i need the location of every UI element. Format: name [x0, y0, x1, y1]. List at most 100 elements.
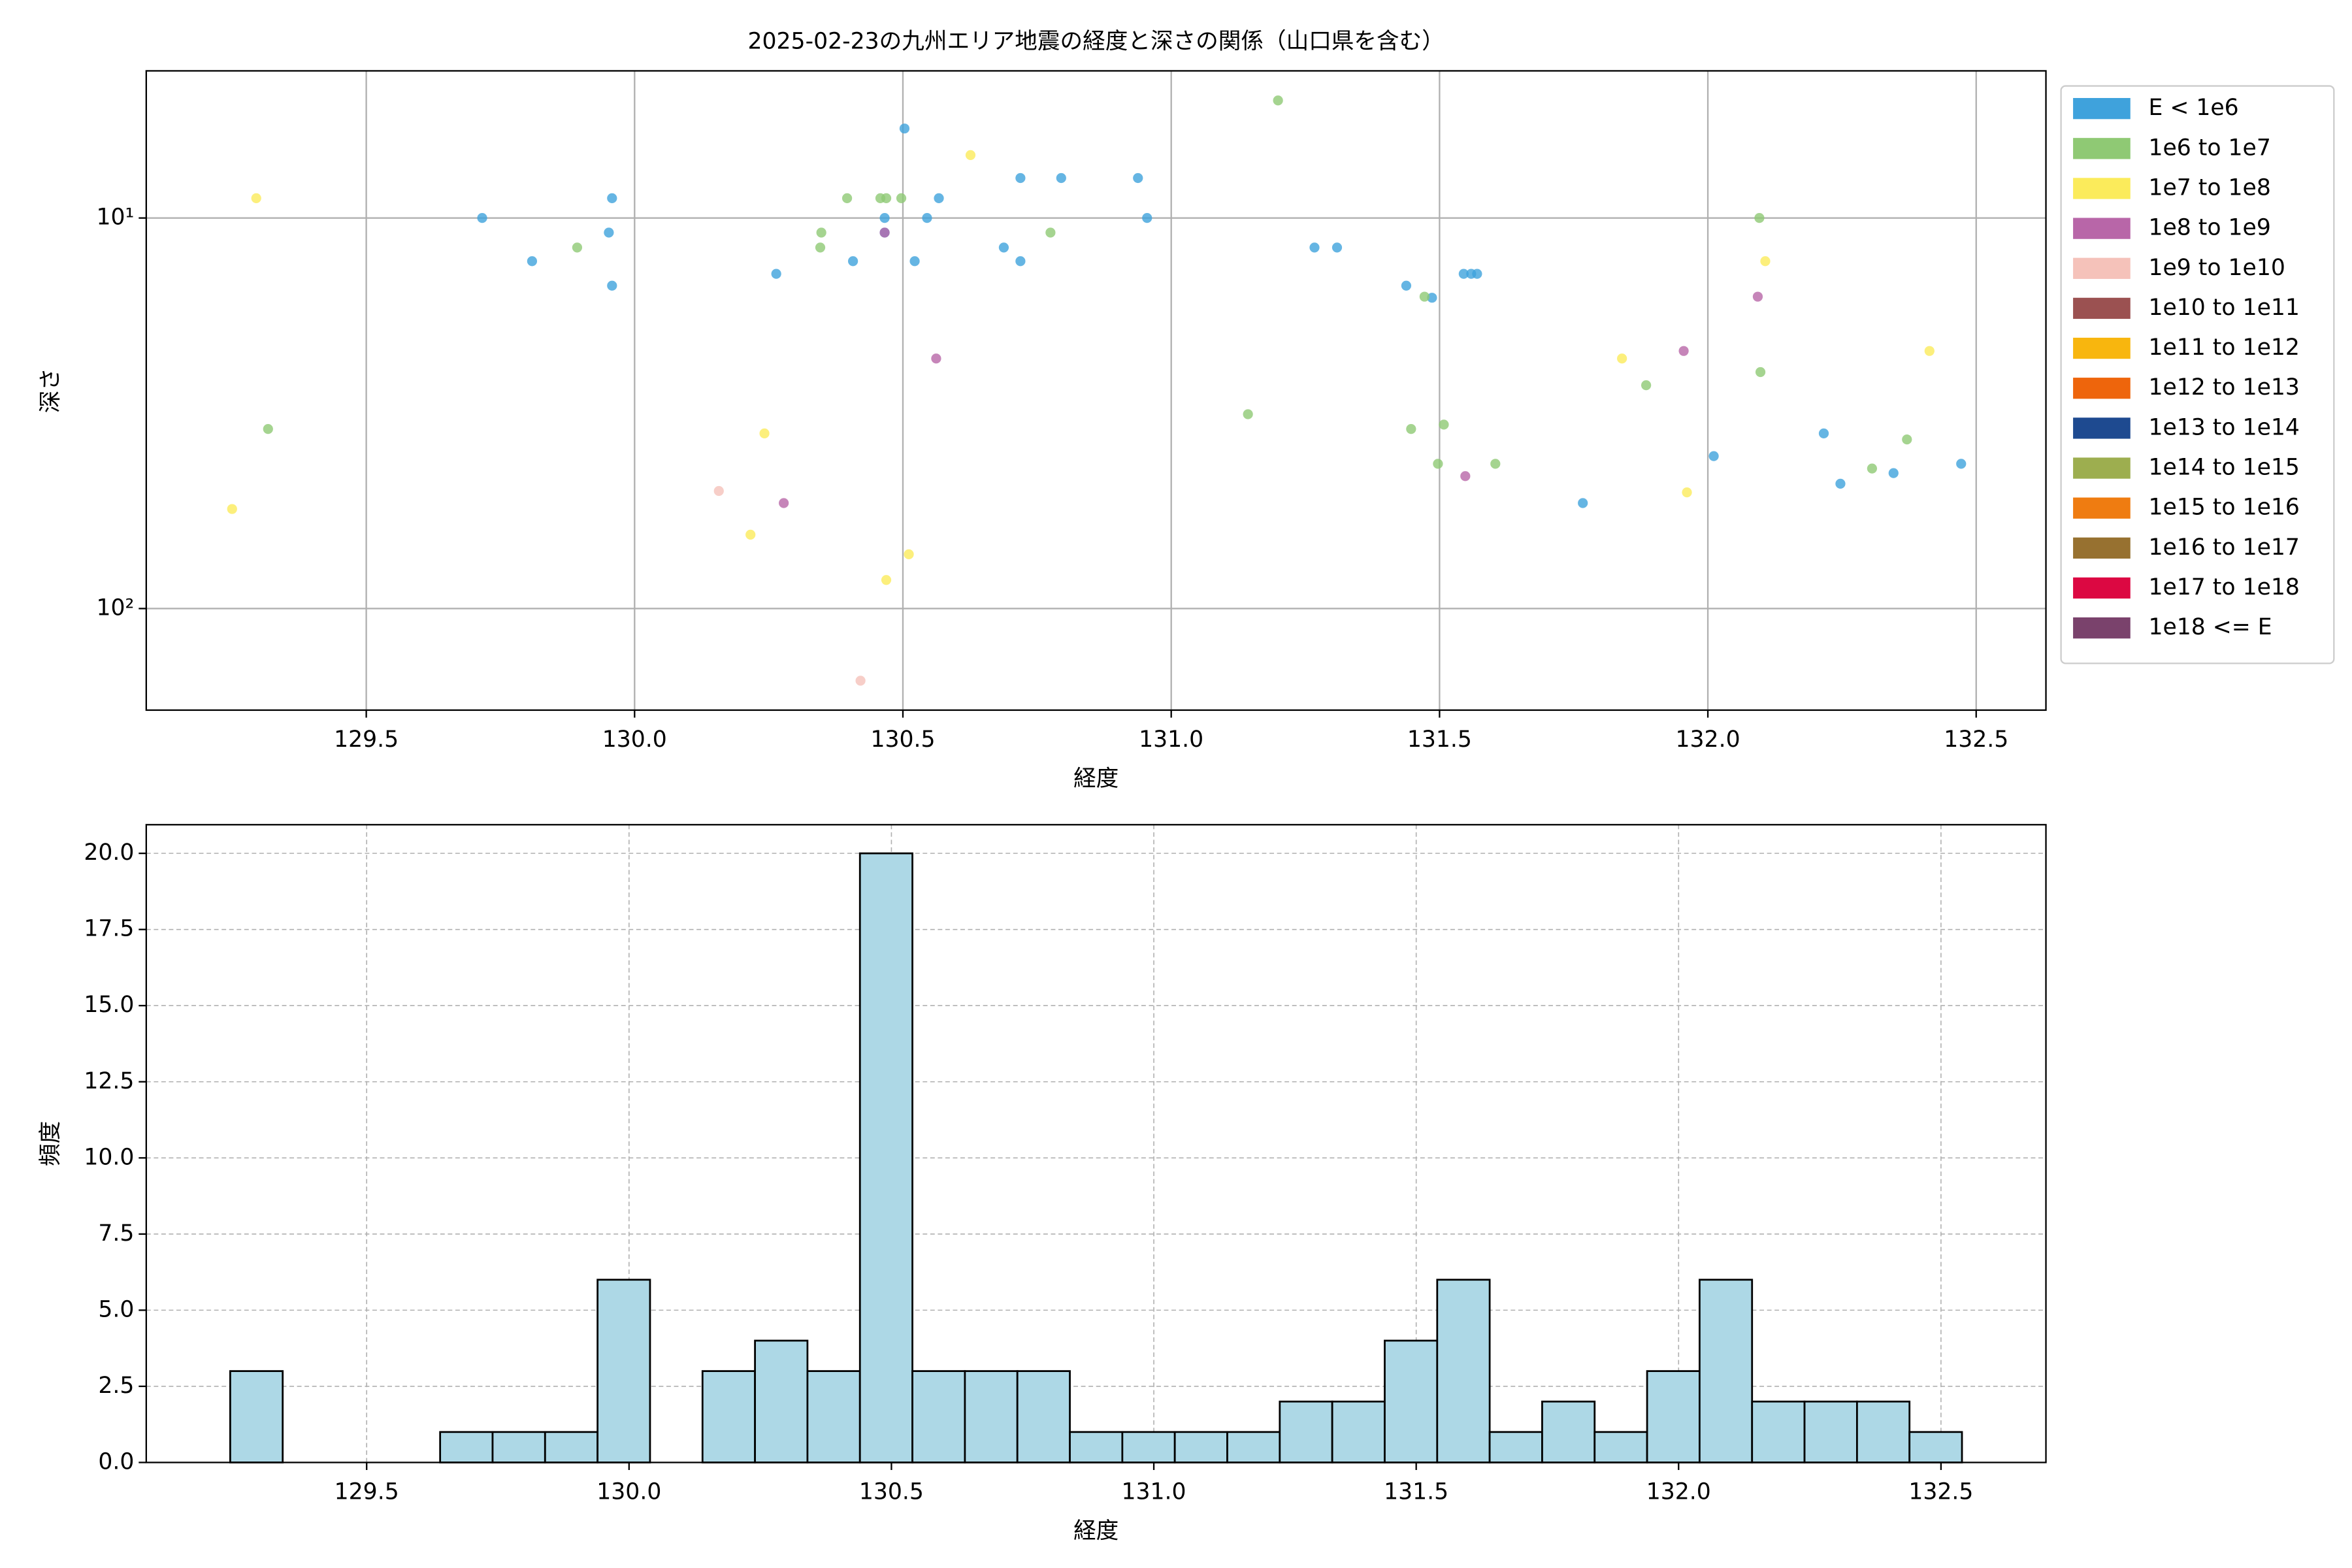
legend-swatch: [2073, 577, 2131, 599]
scatter-point: [713, 485, 724, 497]
scatter-point: [1956, 459, 1967, 469]
scatter-point: [815, 242, 826, 253]
histogram-bar: [858, 852, 913, 1463]
scatter-point: [1641, 380, 1652, 391]
scatter-point: [1924, 346, 1935, 356]
scatter-point: [1015, 172, 1026, 184]
legend-label: 1e12 to 1e13: [2148, 374, 2299, 400]
legend-label: 1e15 to 1e16: [2148, 495, 2299, 521]
legend-label: 1e10 to 1e11: [2148, 295, 2299, 321]
scatter-point: [881, 575, 892, 585]
histogram-bar: [596, 1279, 651, 1463]
histogram-bar: [806, 1370, 861, 1463]
histogram-bar: [964, 1370, 1019, 1463]
scatter-point: [1754, 213, 1765, 223]
x-tick-label: 132.0: [1646, 1479, 1711, 1505]
x-tick-label: 131.5: [1407, 727, 1472, 753]
y-tick-label: 10²: [96, 595, 134, 621]
histogram-bar: [439, 1431, 494, 1463]
scatter-point: [1133, 172, 1143, 184]
histogram-bar: [1069, 1431, 1124, 1463]
scatter-point: [879, 227, 890, 238]
x-tick-label: 130.0: [596, 1479, 661, 1505]
x-tick-label: 130.5: [859, 1479, 924, 1505]
scatter-point: [904, 549, 914, 559]
scatter-point: [1490, 459, 1501, 469]
scatter-point: [1867, 463, 1878, 474]
y-tick-label: 12.5: [84, 1068, 134, 1094]
histogram-bar: [1593, 1431, 1648, 1463]
legend-swatch: [2073, 138, 2131, 159]
legend-label: 1e9 to 1e10: [2148, 255, 2285, 281]
histogram-bar: [1803, 1400, 1858, 1463]
scatter-point: [572, 242, 583, 253]
chart-title: 2025-02-23の九州エリア地震の経度と深さの関係（山口県を含む）: [748, 29, 1445, 55]
scatter-point: [779, 498, 789, 508]
legend-label: 1e7 to 1e8: [2148, 174, 2270, 201]
histogram-bar: [1646, 1370, 1701, 1463]
scatter-point: [1460, 471, 1471, 482]
scatter-point: [1578, 498, 1588, 508]
scatter-point: [1406, 424, 1416, 434]
x-tick-label: 132.5: [1944, 727, 2008, 753]
axes-frame: [145, 70, 2047, 711]
legend-label: 1e18 <= E: [2148, 614, 2272, 640]
scatter-point: [909, 256, 920, 267]
scatter-point: [1015, 256, 1026, 267]
legend-swatch: [2073, 497, 2131, 519]
legend-swatch: [2073, 178, 2131, 199]
legend-label: 1e13 to 1e14: [2148, 414, 2299, 440]
scatter-point: [922, 213, 932, 223]
scatter-point: [965, 150, 976, 160]
histogram-bar: [229, 1370, 284, 1463]
histogram-bar: [1488, 1431, 1543, 1463]
x-axis-label: 経度: [1073, 766, 1119, 792]
scatter-point: [879, 213, 890, 223]
histogram-bar: [1436, 1279, 1491, 1463]
scatter-point: [263, 424, 273, 434]
scatter-point: [1755, 367, 1766, 378]
y-tick-label: 17.5: [84, 916, 134, 942]
scatter-point: [931, 353, 941, 364]
scatter-point: [227, 504, 237, 514]
scatter-point: [934, 193, 944, 204]
scatter-point: [998, 242, 1009, 253]
histogram-bar: [1016, 1370, 1071, 1463]
scatter-point: [477, 213, 487, 223]
scatter-point: [1056, 172, 1066, 184]
scatter-point: [1682, 487, 1692, 498]
histogram-bar: [1855, 1400, 1911, 1463]
legend-swatch: [2073, 218, 2131, 239]
y-tick-label: 7.5: [98, 1220, 134, 1247]
scatter-point: [1439, 419, 1449, 430]
x-tick-label: 129.5: [334, 727, 399, 753]
histogram-bar: [1384, 1339, 1439, 1463]
legend-label: 1e16 to 1e17: [2148, 534, 2299, 561]
axes-frame: [145, 824, 2047, 1463]
x-tick-label: 132.0: [1676, 727, 1740, 753]
y-axis-label: 深さ: [37, 368, 63, 413]
legend-swatch: [2073, 337, 2131, 359]
scatter-point: [899, 123, 910, 134]
scatter-point: [1309, 242, 1320, 253]
y-tick-label: 5.0: [98, 1296, 134, 1322]
histogram-bar: [1331, 1400, 1386, 1463]
y-tick-label: 10.0: [84, 1144, 134, 1170]
scatter-point: [1760, 256, 1771, 267]
x-tick-label: 131.5: [1384, 1479, 1448, 1505]
histogram-bar: [1173, 1431, 1228, 1463]
scatter-point: [1617, 353, 1627, 364]
histogram-bar: [1751, 1400, 1806, 1463]
scatter-point: [816, 227, 826, 238]
scatter-point: [1433, 459, 1443, 469]
scatter-point: [855, 676, 866, 686]
scatter-point: [1708, 451, 1719, 461]
x-tick-label: 130.5: [870, 727, 935, 753]
histogram-bar: [1541, 1400, 1596, 1463]
y-tick-label: 15.0: [84, 992, 134, 1018]
legend-label: 1e8 to 1e9: [2148, 215, 2270, 241]
scatter-point: [1678, 346, 1689, 356]
x-tick-label: 130.0: [602, 727, 667, 753]
